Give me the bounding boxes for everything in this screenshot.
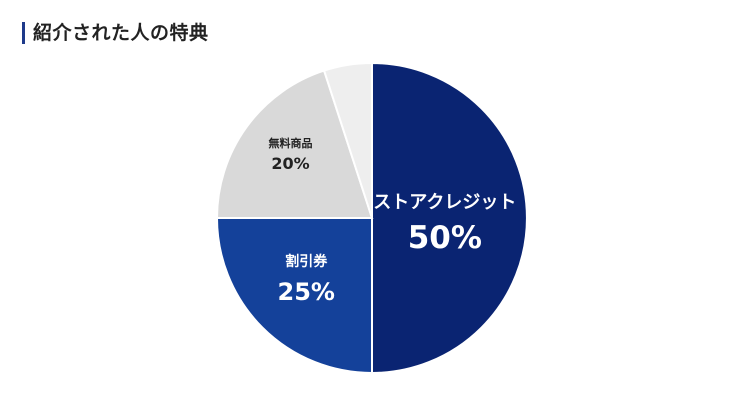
pie-slice-3: [322, 61, 373, 219]
page-title: 紹介された人の特典: [22, 20, 209, 46]
slice-value-2: 20%: [271, 154, 309, 173]
pie-slice-1: [215, 217, 373, 375]
slice-label-0: ストアクレジット: [373, 192, 516, 213]
slice-value-0: 50%: [408, 220, 482, 256]
pie-slice-0: [371, 61, 528, 375]
page-title-text: 紹介された人の特典: [33, 22, 209, 44]
title-accent-bar: [22, 22, 25, 44]
slice-label-2: 無料商品: [268, 136, 312, 150]
slice-label-1: 割引券: [285, 253, 328, 270]
pie-slice-2: [215, 69, 374, 219]
slice-value-1: 25%: [278, 278, 335, 306]
